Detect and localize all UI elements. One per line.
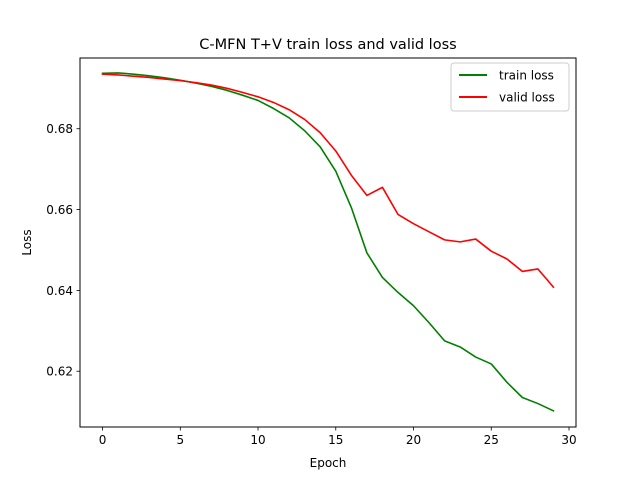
y-tick-label: 0.66	[46, 203, 73, 217]
y-tick-label: 0.62	[46, 365, 73, 379]
plot-series-group	[101, 72, 555, 412]
series-line-valid-loss	[101, 73, 555, 289]
legend-label-valid-loss: valid loss	[499, 91, 555, 105]
x-axis-label: Epoch	[310, 456, 347, 470]
y-axis-ticks: 0.62 0.64 0.66 0.68	[46, 122, 80, 379]
x-axis-ticks: 0 5 10 15 20 25 30	[99, 427, 577, 447]
x-tick-label: 30	[561, 433, 576, 447]
x-tick-label: 0	[99, 433, 107, 447]
x-tick-label: 5	[176, 433, 184, 447]
x-tick-label: 25	[484, 433, 499, 447]
y-axis-label: Loss	[20, 229, 34, 255]
x-tick-label: 15	[328, 433, 343, 447]
y-tick-label: 0.68	[46, 122, 73, 136]
chart-title: C-MFN T+V train loss and valid loss	[199, 37, 456, 53]
y-tick-label: 0.64	[46, 284, 73, 298]
legend-label-train-loss: train loss	[499, 69, 554, 83]
plot-frame	[79, 57, 577, 428]
legend: train loss valid loss	[450, 62, 570, 112]
x-tick-label: 20	[406, 433, 421, 447]
x-tick-label: 10	[250, 433, 265, 447]
